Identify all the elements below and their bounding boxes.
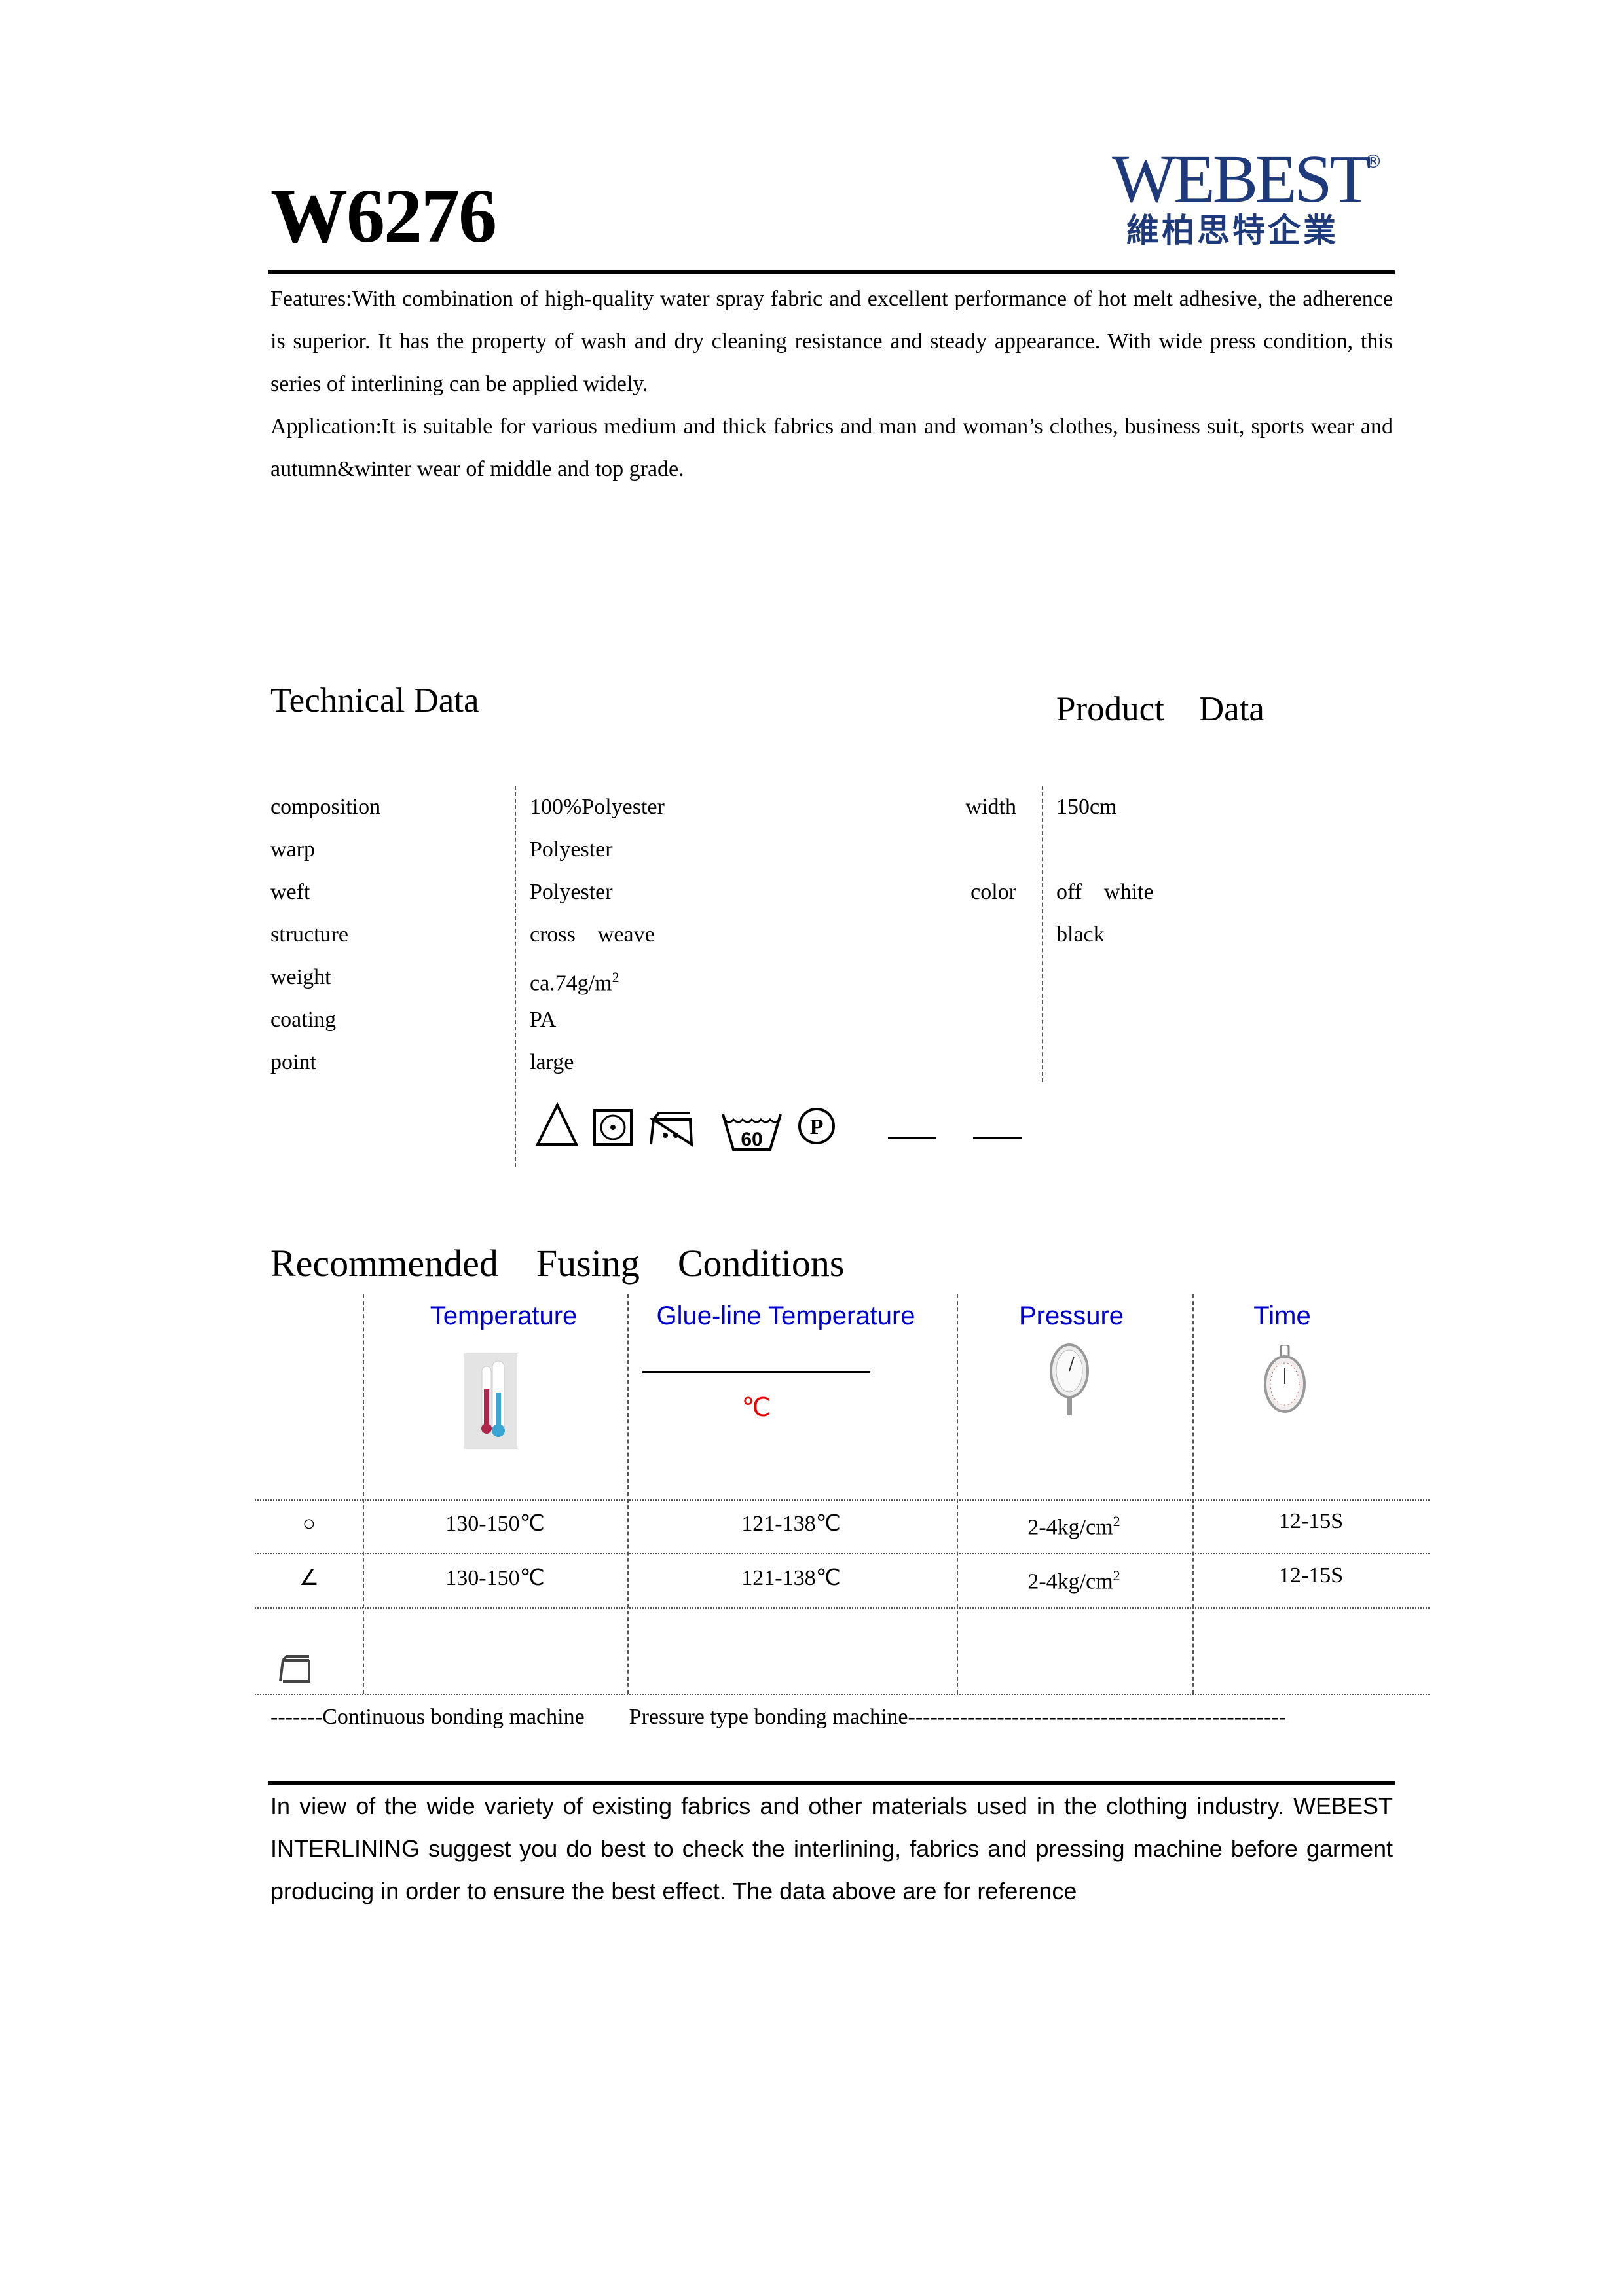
tech-value: Polyester [530, 837, 613, 862]
tech-value-text: PA [530, 1008, 557, 1032]
tumble-dry-icon [593, 1109, 633, 1146]
fusing-glue-text: 121-138℃ [741, 1512, 841, 1536]
color-label: color [970, 880, 1016, 904]
fusing-symbol: ○ [303, 1511, 316, 1537]
fusing-time: 12-15S [1279, 1508, 1343, 1534]
bleach-triangle-icon [535, 1102, 579, 1146]
color-value-2: black [1056, 922, 1105, 947]
product-data-heading: Product Data [1056, 690, 1264, 728]
col-time: Time [1253, 1302, 1311, 1330]
tech-label: point [270, 1050, 316, 1074]
tech-value: PA [530, 1007, 556, 1032]
fusing-temperature: 130-150℃ [445, 1511, 545, 1537]
tech-value-text: Polyester [530, 880, 613, 904]
grid-line [255, 1553, 1430, 1554]
logo-chinese-text: 維柏思特企業 [1126, 211, 1338, 249]
fusing-symbol-text: ○ [302, 1512, 316, 1536]
application-text: Application:It is suitable for various m… [270, 414, 1393, 481]
width-value: 150cm [1056, 795, 1117, 819]
tech-value: 100%Polyester [530, 794, 665, 820]
wash-temp-text: 60 [741, 1129, 762, 1150]
fusing-time-text: 12-15S [1278, 1563, 1344, 1588]
header-rule [268, 270, 1395, 274]
tech-label: weft [270, 880, 310, 904]
pressure-gauge-icon [1050, 1343, 1089, 1415]
care-icons: 60 P [535, 1102, 1022, 1151]
fusing-temperature-text: 130-150℃ [445, 1566, 545, 1590]
tech-value-text: cross weave [530, 922, 655, 947]
col-temperature: Temperature [430, 1302, 578, 1330]
svg-text:P: P [810, 1115, 824, 1139]
tech-label: composition [270, 795, 381, 819]
tech-value: Polyester [530, 879, 613, 905]
superscript: 2 [1113, 1567, 1120, 1584]
glue-unit: ℃ [741, 1393, 771, 1422]
stopwatch-icon [1264, 1345, 1306, 1413]
width-label: width [965, 795, 1016, 819]
logo-text: WEBEST [1112, 141, 1371, 217]
tech-label: structure [270, 922, 348, 947]
webest-logo: WEBEST ® 維柏思特企業 [1112, 141, 1387, 250]
fusing-pressure-text: 2-4kg/cm [1027, 1515, 1113, 1540]
fusing-time: 12-15S [1279, 1563, 1343, 1588]
tech-value-text: Polyester [530, 837, 613, 862]
tech-label: coating [270, 1008, 337, 1032]
footer-rule [268, 1781, 1395, 1785]
tech-label: weight [270, 965, 331, 989]
grid-line [255, 1499, 1430, 1501]
footer-note: In view of the wide variety of existing … [270, 1793, 1393, 1904]
glue-line-underline [642, 1371, 870, 1373]
fusing-glue: 121-138℃ [741, 1511, 841, 1537]
features-text: Features:With combination of high-qualit… [270, 287, 1393, 396]
col-pressure: Pressure [1018, 1302, 1124, 1330]
grid-line [363, 1294, 364, 1694]
technical-divider [515, 786, 516, 1167]
fusing-heading: Recommended Fusing Conditions [270, 1242, 845, 1285]
grid-line [627, 1294, 629, 1694]
fusing-time-text: 12-15S [1278, 1509, 1344, 1533]
iron-two-dots-icon [649, 1112, 693, 1147]
fusing-pressure: 2-4kg/cm2 [1027, 1508, 1120, 1540]
tech-value-text: ca.74g/m [530, 971, 612, 996]
tech-value: ca.74g/m2 [530, 964, 619, 996]
grid-line [255, 1694, 1430, 1695]
tech-value: large [530, 1049, 574, 1075]
fusing-temperature-text: 130-150℃ [445, 1512, 545, 1536]
tech-value-text: large [530, 1050, 574, 1074]
superscript: 2 [1113, 1513, 1120, 1529]
wash-60-icon: 60 [722, 1114, 782, 1151]
grid-line [1192, 1294, 1194, 1694]
fusing-temperature: 130-150℃ [445, 1565, 545, 1591]
technical-data-heading: Technical Data [270, 682, 479, 720]
iron-press-icon [279, 1655, 310, 1683]
superscript: 2 [612, 969, 619, 985]
fusing-glue-text: 121-138℃ [741, 1566, 841, 1590]
grid-line [957, 1294, 958, 1694]
fusing-symbol-text: ∠ [299, 1566, 320, 1590]
color-value-1: off white [1056, 880, 1154, 904]
fusing-pressure: 2-4kg/cm2 [1027, 1563, 1120, 1594]
intro-text: Features:With combination of high-qualit… [270, 278, 1393, 490]
tech-label: warp [270, 837, 315, 862]
fusing-symbol: ∠ [299, 1565, 319, 1591]
tech-value: cross weave [530, 922, 655, 947]
registered-mark: ® [1364, 151, 1382, 172]
machine-legend: -------Continuous bonding machine Pressu… [270, 1705, 1286, 1729]
grid-line [255, 1607, 1430, 1609]
fusing-pressure-text: 2-4kg/cm [1027, 1569, 1113, 1594]
tech-value-text: 100%Polyester [530, 795, 665, 819]
col-glue-line-temperature: Glue-line Temperature [656, 1302, 915, 1330]
thermometer-icon [464, 1353, 517, 1449]
fusing-glue: 121-138℃ [741, 1565, 841, 1591]
dry-clean-p-icon: P [798, 1108, 835, 1144]
product-code-title: W6276 [270, 173, 497, 259]
product-divider [1042, 786, 1043, 1082]
